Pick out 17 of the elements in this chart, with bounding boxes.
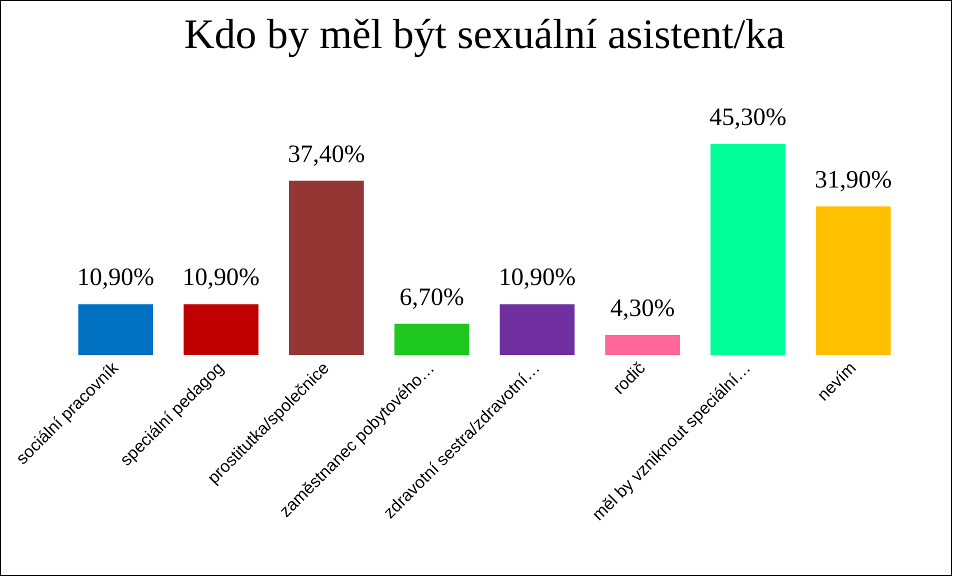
data-label: 4,30% xyxy=(610,294,675,322)
data-label: 37,40% xyxy=(288,140,365,168)
bar xyxy=(289,180,364,355)
bar xyxy=(78,304,154,355)
bar xyxy=(816,206,891,355)
bar xyxy=(184,304,258,355)
data-label: 45,30% xyxy=(709,104,786,131)
data-label: 10,90% xyxy=(182,264,260,292)
data-label: 10,90% xyxy=(498,264,576,292)
bar xyxy=(710,144,786,355)
data-label: 6,70% xyxy=(400,284,464,311)
bar xyxy=(394,324,470,355)
bar xyxy=(500,304,575,355)
chart-title: Kdo by měl být sexuální asistent/ka xyxy=(184,12,786,58)
data-label: 10,90% xyxy=(77,264,154,292)
bar xyxy=(605,334,680,355)
data-label: 31,90% xyxy=(814,166,892,194)
